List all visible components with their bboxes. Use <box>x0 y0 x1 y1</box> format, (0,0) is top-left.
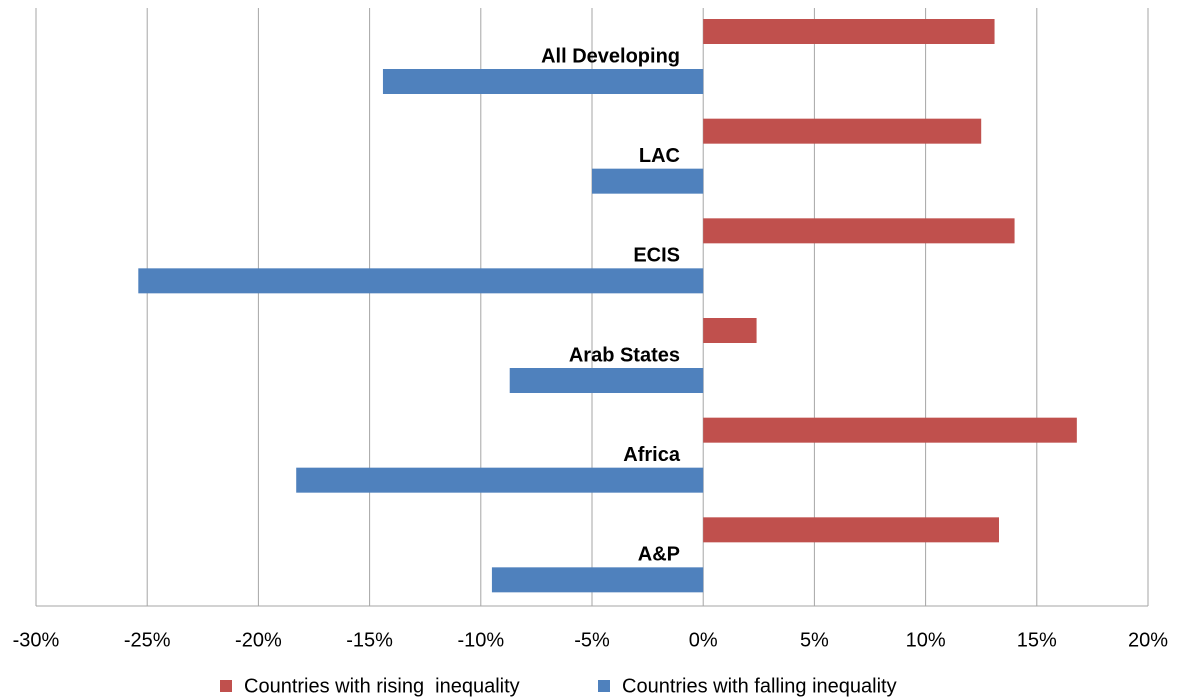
legend-label: Countries with falling inequality <box>622 675 897 697</box>
legend-swatch <box>220 680 232 692</box>
category-label: LAC <box>639 145 680 167</box>
x-tick-label: -15% <box>346 629 393 651</box>
bar <box>592 168 704 194</box>
category-label: Africa <box>623 444 681 466</box>
bar <box>509 368 704 393</box>
x-tick-label: -25% <box>124 629 171 651</box>
bar <box>138 268 704 294</box>
x-tick-label: -20% <box>235 629 282 651</box>
x-tick-label: 0% <box>689 629 718 651</box>
x-tick-label: 15% <box>1017 629 1057 651</box>
x-tick-label: 5% <box>800 629 829 651</box>
category-label: A&P <box>638 544 680 566</box>
x-tick-label: -5% <box>574 629 610 651</box>
x-tick-label: -10% <box>457 629 504 651</box>
bar <box>703 318 757 343</box>
bar <box>491 567 704 593</box>
bar <box>703 417 1077 443</box>
bar <box>703 118 982 144</box>
category-label: ECIS <box>633 245 680 267</box>
bar <box>296 467 704 493</box>
bar <box>703 19 995 44</box>
bar <box>382 69 704 94</box>
bar <box>703 517 999 543</box>
legend-label: Countries with rising inequality <box>244 675 520 697</box>
x-tick-label: 10% <box>906 629 946 651</box>
legend-swatch <box>598 680 610 692</box>
bar <box>703 218 1015 244</box>
x-tick-label: 20% <box>1128 629 1168 651</box>
x-tick-label: -30% <box>13 629 60 651</box>
category-label: All Developing <box>541 45 680 67</box>
category-label: Arab States <box>569 344 680 366</box>
